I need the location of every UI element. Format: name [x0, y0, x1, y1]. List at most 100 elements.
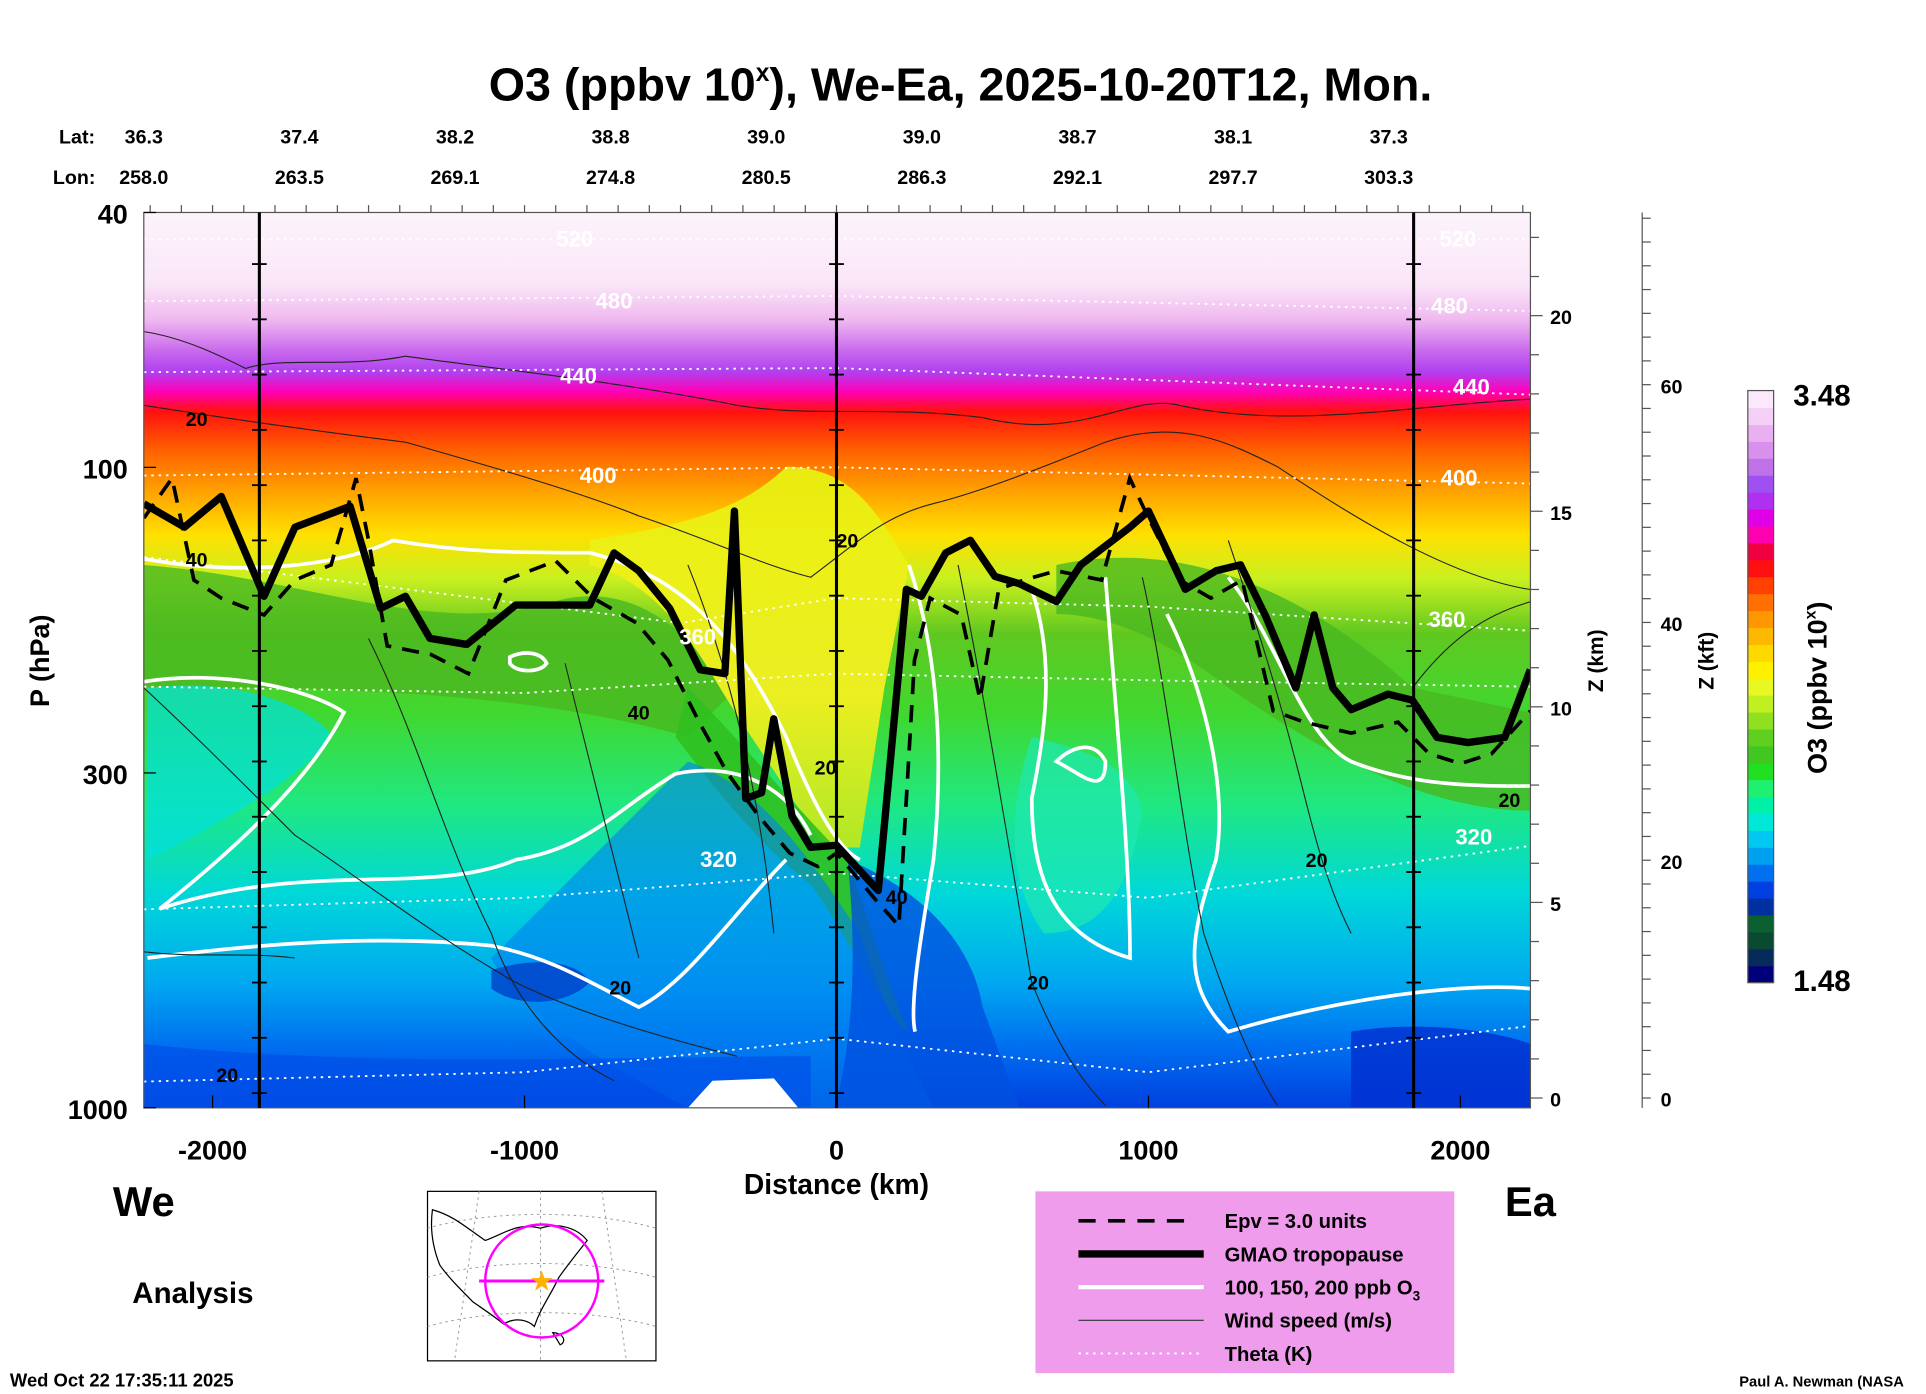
colorbar-swatch	[1747, 931, 1774, 950]
epv-line	[143, 472, 1531, 931]
axes: -2000 -1000 0 1000 2000 40 100 300 1000 0 5 10 15 20 0…	[68, 200, 1683, 1166]
colorbar-swatch	[1747, 661, 1774, 679]
y-tick-label: 40	[98, 200, 128, 230]
colorbar-swatch	[1747, 542, 1774, 561]
x-tick-label: 2000	[1430, 1135, 1490, 1165]
lon-value: 286.3	[897, 167, 946, 189]
lon-value: 303.3	[1364, 167, 1413, 189]
wind-label: 20	[815, 758, 837, 780]
lon-value: 297.7	[1209, 167, 1258, 189]
wind-label: 20	[186, 409, 208, 431]
theta-line-440	[143, 367, 1531, 396]
legend-label-epv: Epv = 3.0 units	[1225, 1211, 1367, 1233]
lat-value: 39.0	[903, 127, 941, 149]
colorbar-swatch	[1747, 796, 1774, 815]
colorbar	[1747, 389, 1775, 984]
mode-label: Analysis	[132, 1277, 253, 1310]
coastline	[430, 1208, 588, 1346]
lat-value: 37.4	[280, 127, 318, 149]
lon-value: 269.1	[430, 167, 479, 189]
colorbar-title: O3 (ppbv 10x)	[1802, 602, 1832, 775]
zkm-tick-label: 5	[1550, 894, 1561, 916]
colorbar-swatch	[1747, 864, 1774, 882]
x-tick-label: -1000	[490, 1135, 559, 1165]
wind-speed-contours	[143, 331, 1531, 1106]
x-axis-title: Distance (km)	[744, 1168, 929, 1200]
wind-label: 20	[1027, 972, 1049, 994]
lat-lon-header: 36.3 37.4 38.2 38.8 39.0 39.0 38.7 38.1 37.3 258.…	[119, 127, 1413, 190]
colorbar-swatch	[1747, 441, 1774, 459]
tropopause-line	[143, 492, 1531, 895]
colorbar-swatch	[1747, 508, 1774, 527]
wind-label: 40	[886, 887, 908, 909]
credit: Paul A. Newman (NASA	[1739, 1375, 1904, 1391]
wind-label: 20	[1306, 850, 1328, 872]
colorbar-swatch	[1747, 711, 1774, 730]
theta-label: 520	[1439, 226, 1476, 251]
colorbar-swatch	[1747, 407, 1774, 426]
y-tick-label: 100	[83, 454, 128, 484]
center-star-icon: ★	[531, 1269, 554, 1296]
colorbar-swatch	[1747, 610, 1774, 628]
colorbar-swatch	[1747, 897, 1774, 916]
colorbar-swatch	[1747, 458, 1774, 476]
timestamp: Wed Oct 22 17:35:11 2025	[10, 1370, 234, 1391]
theta-label: 400	[580, 463, 617, 488]
legend: Epv = 3.0 units GMAO tropopause 100, 150…	[1035, 1191, 1455, 1374]
vertical-markers	[251, 212, 1421, 1108]
west-label: We	[113, 1178, 175, 1225]
zkft-tick-label: 60	[1661, 376, 1683, 398]
zkft-tick-label: 20	[1661, 852, 1683, 874]
zkm-tick-label: 15	[1550, 503, 1572, 525]
contour-labels: 520 520 480 480 440 440 400 400 360 360 320 320 20 40…	[186, 226, 1521, 1087]
east-label: Ea	[1505, 1178, 1557, 1225]
x-tick-label: 1000	[1118, 1135, 1178, 1165]
theta-line-480	[143, 295, 1531, 312]
y-axis-title: P (hPa)	[25, 614, 55, 707]
colorbar-swatch	[1747, 830, 1774, 848]
theta-label: 400	[1441, 466, 1478, 491]
colorbar-swatch	[1747, 424, 1774, 442]
y-tick-label: 300	[83, 760, 128, 790]
colorbar-swatch	[1747, 390, 1774, 409]
zkft-tick-label: 40	[1661, 614, 1683, 636]
theta-label: 320	[1455, 825, 1492, 850]
lon-value: 292.1	[1053, 167, 1102, 189]
locator-map: ★	[426, 1190, 657, 1362]
wind-label: 20	[1499, 790, 1521, 812]
colorbar-swatch	[1747, 525, 1774, 544]
ozone-ppb-contours	[143, 538, 1531, 1034]
colorbar-swatch	[1747, 475, 1774, 493]
y-tick-label: 1000	[68, 1095, 128, 1125]
legend-label-theta: Theta (K)	[1225, 1344, 1313, 1366]
lat-value: 38.2	[436, 127, 474, 149]
lon-value: 258.0	[119, 167, 168, 189]
lat-value: 37.3	[1370, 127, 1408, 149]
zkm-tick-label: 10	[1550, 698, 1572, 720]
lat-value: 38.1	[1214, 127, 1252, 149]
theta-label: 440	[560, 363, 597, 388]
colorbar-swatch	[1747, 847, 1774, 865]
colorbar-swatch	[1747, 695, 1774, 713]
lat-value: 38.8	[592, 127, 630, 149]
colorbar-swatch	[1747, 728, 1774, 747]
colorbar-swatch	[1747, 762, 1774, 781]
colorbar-swatch	[1747, 627, 1774, 645]
colorbar-max-label: 3.48	[1793, 379, 1850, 412]
colorbar-swatch	[1747, 813, 1774, 831]
x-tick-label: 0	[829, 1135, 844, 1165]
lon-value: 274.8	[586, 167, 635, 189]
zkm-tick-label: 20	[1550, 307, 1572, 329]
colorbar-swatch	[1747, 881, 1774, 899]
lat-value: 36.3	[125, 127, 163, 149]
zkft-tick-label: 0	[1661, 1090, 1672, 1112]
theta-label: 360	[679, 624, 716, 649]
lon-value: 280.5	[742, 167, 791, 189]
lat-value: 38.7	[1058, 127, 1096, 149]
theta-label: 360	[1429, 607, 1466, 632]
zkm-tick-label: 0	[1550, 1090, 1561, 1112]
colorbar-swatch	[1747, 914, 1774, 933]
wind-label: 20	[216, 1065, 238, 1087]
theta-label: 520	[556, 226, 593, 251]
legend-label-tropopause: GMAO tropopause	[1225, 1244, 1404, 1266]
